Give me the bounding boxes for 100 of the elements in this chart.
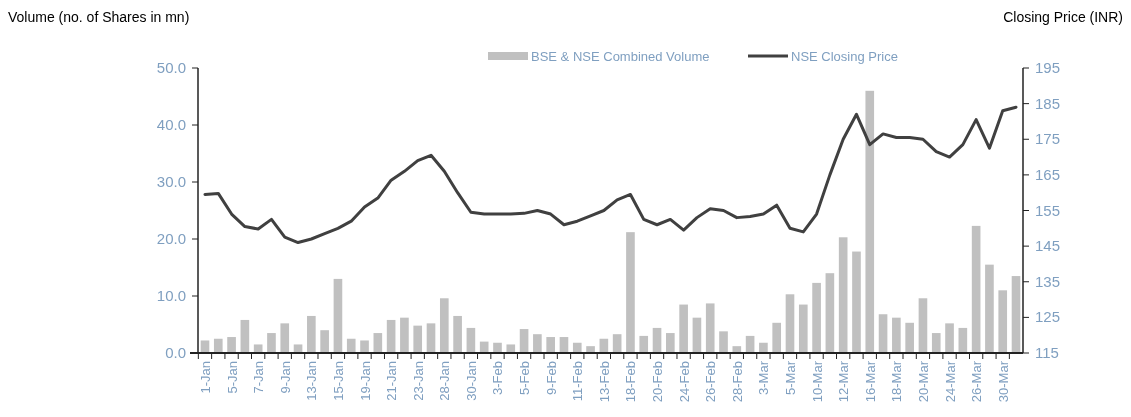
y2-tick-label: 165: [1035, 165, 1061, 183]
bar: [905, 322, 914, 353]
y-axis-title: Volume (no. of Shares in mn): [8, 9, 190, 25]
bar: [626, 232, 635, 353]
bar: [572, 342, 582, 353]
x-tick-label: 23-Jan: [410, 361, 426, 401]
bar: [360, 340, 369, 353]
y-tick-label: 40.0: [156, 116, 186, 133]
x-tick-label: 5-Feb: [517, 361, 533, 395]
bar: [240, 319, 250, 353]
bar: [280, 323, 290, 353]
bar: [838, 237, 848, 353]
x-tick-label: 24-Mar: [942, 360, 958, 403]
y-tick-label: 0.0: [165, 344, 186, 361]
x-tick-label: 26-Feb: [703, 361, 719, 403]
line-series: [203, 105, 1018, 245]
x-tick-label: 7-Jan: [251, 361, 267, 394]
y2-tick-label: 135: [1035, 272, 1061, 290]
bar: [506, 344, 516, 353]
y2-tick-label: 175: [1035, 130, 1061, 148]
bar: [213, 338, 223, 353]
x-tick-label: 21-Jan: [384, 361, 400, 401]
bar: [985, 264, 994, 353]
x-tick-label: 28-Jan: [437, 361, 453, 401]
bar: [798, 304, 808, 353]
x-tick-label: 11-Feb: [570, 361, 586, 402]
x-tick-label: 10-Mar: [809, 360, 825, 403]
bar: [825, 273, 835, 353]
x-tick-label: 3-Mar: [756, 360, 772, 395]
y-tick-label: 10.0: [156, 287, 186, 304]
bar: [320, 330, 329, 353]
y2-tick-label: 155: [1035, 201, 1061, 219]
bar: [666, 333, 675, 353]
bar: [892, 317, 901, 353]
x-tick-label: 28-Feb: [729, 361, 745, 403]
y2-tick-label: 145: [1035, 237, 1061, 255]
x-tick-label: 13-Jan: [304, 361, 320, 401]
y-tick-label: 20.0: [156, 230, 186, 247]
x-tick-label: 9-Feb: [543, 361, 559, 395]
x-tick-label: 30-Mar: [995, 360, 1011, 403]
y-tick-label: 50.0: [156, 59, 186, 76]
x-tick-label: 18-Feb: [623, 361, 639, 403]
bar: [971, 225, 981, 353]
bar: [586, 346, 595, 353]
bar: [705, 303, 715, 353]
x-tick-label: 12-Mar: [836, 360, 852, 403]
bar: [772, 322, 782, 353]
x-tick-label: 5-Mar: [782, 360, 798, 395]
x-tick-label: 19-Jan: [357, 361, 373, 401]
bar: [386, 319, 396, 353]
x-tick-label: 1-Jan: [197, 361, 213, 394]
bar: [759, 342, 768, 353]
y2-axis-title: Closing Price (INR): [1003, 9, 1123, 25]
bar: [852, 251, 861, 353]
x-tick-label: 26-Mar: [969, 360, 985, 403]
bar: [479, 341, 489, 353]
bar: [945, 323, 954, 353]
y2-tick-label: 115: [1035, 344, 1059, 361]
x-tick-label: 18-Mar: [889, 360, 905, 403]
bar: [439, 298, 449, 353]
bar: [918, 298, 928, 353]
bar: [546, 337, 555, 353]
bar: [639, 335, 649, 353]
bar: [732, 346, 742, 353]
y2-tick-label: 125: [1035, 308, 1061, 326]
bar: [931, 333, 941, 353]
bar: [453, 315, 462, 353]
x-tick-label: 30-Jan: [463, 361, 479, 401]
x-tick-label: 24-Feb: [676, 361, 692, 403]
legend-label: BSE & NSE Combined Volume: [531, 49, 710, 64]
bar: [267, 333, 276, 353]
bar: [998, 290, 1008, 353]
bar: [346, 338, 356, 353]
x-tick-label: 9-Jan: [277, 361, 293, 394]
bar: [533, 334, 542, 353]
bar: [1011, 276, 1021, 353]
y-tick-label: 30.0: [156, 173, 186, 190]
bar: [812, 282, 821, 353]
x-tick-label: 20-Feb: [650, 361, 666, 403]
bar: [333, 278, 343, 353]
bar: [719, 331, 728, 353]
x-tick-label: 5-Jan: [224, 361, 240, 394]
legend-label: NSE Closing Price: [791, 49, 898, 64]
bar: [426, 323, 436, 353]
y2-tick-label: 195: [1035, 59, 1061, 76]
bar: [865, 90, 875, 353]
x-tick-label: 3-Feb: [490, 361, 506, 395]
bar: [493, 342, 502, 353]
bar: [307, 315, 316, 353]
bar: [227, 337, 236, 353]
bar: [400, 317, 409, 353]
x-tick-label: 16-Mar: [862, 360, 878, 403]
bar: [679, 304, 688, 353]
y2-tick-label: 185: [1035, 94, 1061, 112]
bar: [878, 314, 888, 353]
bar: [413, 325, 423, 353]
x-tick-label: 20-Mar: [915, 360, 931, 403]
bar: [785, 294, 795, 353]
x-tick-label: 13-Feb: [596, 361, 612, 403]
x-tick-label: 15-Jan: [330, 361, 346, 401]
